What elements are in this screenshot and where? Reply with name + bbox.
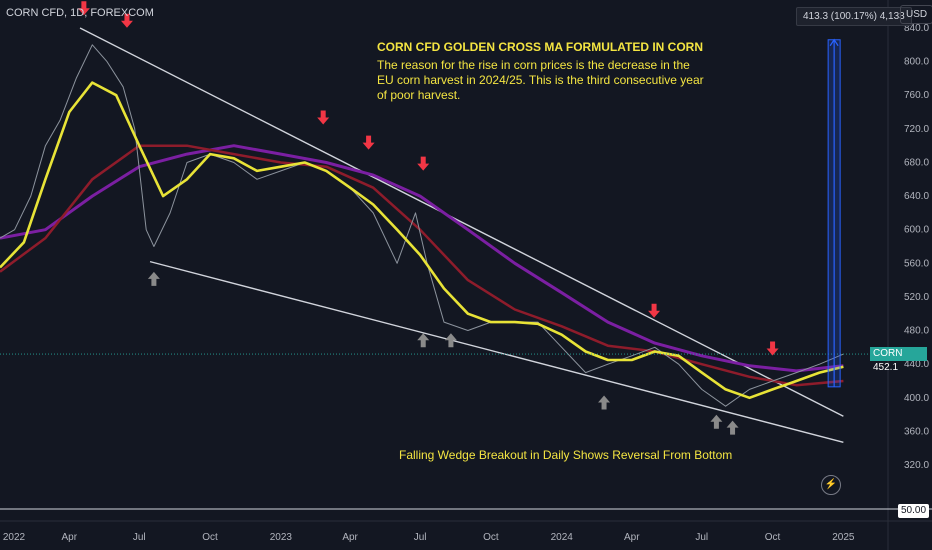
trend-line-lower <box>149 260 844 443</box>
y-tick-label: 720.0 <box>904 124 929 135</box>
x-tick-label: Oct <box>202 532 218 543</box>
x-tick-label: Jul <box>133 532 146 543</box>
arrow-up-marker <box>710 414 723 429</box>
y-tick-label: 400.0 <box>904 393 929 404</box>
measure-arrow-head <box>829 38 839 47</box>
x-axis: 2022 Apr Jul Oct 2023 Apr Jul Oct 2024 Apr Jul Oct 2… <box>0 508 932 543</box>
annotation-line-2: EU corn harvest in 2024/25. This is the … <box>377 73 704 87</box>
y-tick-label: 320.0 <box>904 460 929 471</box>
symbol-header[interactable]: CORN CFD, 1D, FOREXCOM <box>6 7 154 19</box>
arrow-down-marker <box>77 1 90 16</box>
ma-fast-line <box>0 81 844 400</box>
wedge-trend-lines <box>79 27 844 443</box>
arrow-up-marker <box>444 333 457 348</box>
y-tick-label: 640.0 <box>904 191 929 202</box>
y-tick-label: 520.0 <box>904 292 929 303</box>
measure-readout: 413.3 (100.17%) 4,133 <box>796 7 912 26</box>
arrow-down-marker <box>766 341 779 356</box>
y-tick-label: 600.0 <box>904 225 929 236</box>
y-tick-label: 360.0 <box>904 426 929 437</box>
currency-button[interactable]: USD <box>900 5 932 24</box>
arrow-down-marker <box>120 13 133 28</box>
y-axis: 320.0 360.0 400.0 440.0 480.0 520.0 560.0 600.0… <box>887 0 929 550</box>
x-tick-label: Oct <box>765 532 781 543</box>
arrow-down-marker <box>317 110 330 125</box>
arrow-down-marker <box>417 156 430 171</box>
y-tick-label: 840.0 <box>904 23 929 34</box>
arrow-markers <box>77 1 779 435</box>
x-tick-label: Apr <box>61 532 77 543</box>
price-tag-symbol: CORN <box>873 348 903 359</box>
price-tag-value: 452.1 <box>873 362 899 373</box>
volume-tag: 50.00 <box>898 504 930 518</box>
x-tick-label: 2025 <box>832 532 855 543</box>
x-tick-label: 2024 <box>551 532 574 543</box>
x-tick-label: Oct <box>483 532 499 543</box>
y-tick-label: 760.0 <box>904 90 929 101</box>
x-tick-label: Jul <box>414 532 427 543</box>
y-tick-label: 480.0 <box>904 326 929 337</box>
arrow-up-marker <box>147 271 160 286</box>
annotation-line-1: The reason for the rise in corn prices i… <box>377 58 690 72</box>
x-tick-label: 2022 <box>3 532 26 543</box>
y-tick-label: 680.0 <box>904 157 929 168</box>
annotation-line-3: of poor harvest. <box>377 88 461 102</box>
y-tick-label: 560.0 <box>904 258 929 269</box>
arrow-down-marker <box>648 303 661 318</box>
arrow-down-marker <box>362 135 375 150</box>
arrow-up-marker <box>417 333 430 348</box>
y-tick-label: 440.0 <box>904 359 929 370</box>
x-tick-label: 2023 <box>270 532 293 543</box>
price-tag: CORN 452.1 <box>870 347 927 373</box>
arrow-up-marker <box>726 420 739 435</box>
x-tick-label: Apr <box>624 532 640 543</box>
lightning-icon[interactable]: ⚡ <box>821 475 841 495</box>
measure-tool <box>827 38 841 388</box>
y-tick-label: 800.0 <box>904 57 929 68</box>
annotation-title: CORN CFD GOLDEN CROSS MA FORMULATED IN C… <box>377 40 703 54</box>
x-tick-label: Jul <box>695 532 708 543</box>
trend-line-upper <box>79 27 844 417</box>
arrow-up-marker <box>598 395 611 410</box>
bottom-annotation: Falling Wedge Breakout in Daily Shows Re… <box>399 448 733 462</box>
series-lines <box>0 44 888 407</box>
price-line <box>0 44 844 407</box>
x-tick-label: Apr <box>342 532 358 543</box>
